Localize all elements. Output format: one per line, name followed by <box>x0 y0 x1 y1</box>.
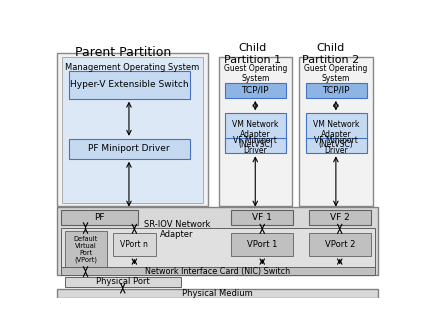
Text: VPort 2: VPort 2 <box>324 240 355 249</box>
Text: Management Operating System: Management Operating System <box>65 63 199 72</box>
Text: VF Miniport
Driver: VF Miniport Driver <box>314 136 358 155</box>
Text: Network Interface Card (NIC) Switch: Network Interface Card (NIC) Switch <box>145 267 290 276</box>
Text: PF: PF <box>94 213 105 222</box>
Text: VPort n: VPort n <box>120 240 148 249</box>
Bar <box>64 231 107 268</box>
Bar <box>225 138 286 153</box>
Text: Guest Operating
System: Guest Operating System <box>223 64 287 83</box>
Bar <box>306 138 367 153</box>
Text: Physical Medium: Physical Medium <box>182 289 253 298</box>
Bar <box>61 57 204 203</box>
Bar <box>306 113 367 148</box>
Text: VM Network
Adapter
(NetVSC): VM Network Adapter (NetVSC) <box>312 120 359 149</box>
Text: VF Miniport
Driver: VF Miniport Driver <box>233 136 277 155</box>
Text: PF Miniport Driver: PF Miniport Driver <box>88 144 170 153</box>
Bar <box>69 71 190 99</box>
Text: Physical Port: Physical Port <box>96 277 150 286</box>
Text: Child
Partition 2: Child Partition 2 <box>302 43 359 65</box>
Bar <box>231 210 293 225</box>
Bar <box>61 210 138 225</box>
Bar <box>225 82 286 98</box>
Text: SR-IOV Network
Adapter: SR-IOV Network Adapter <box>144 220 210 239</box>
Bar <box>299 57 373 206</box>
Bar <box>219 57 293 206</box>
Bar <box>309 233 371 256</box>
Bar <box>225 113 286 148</box>
Bar <box>61 267 375 275</box>
Text: VM Network
Adapter
(NetVSC): VM Network Adapter (NetVSC) <box>232 120 279 149</box>
Text: Hyper-V Extensible Switch: Hyper-V Extensible Switch <box>70 80 188 89</box>
Text: VF 1: VF 1 <box>252 213 272 222</box>
Text: Parent Partition: Parent Partition <box>75 46 171 59</box>
Text: TCP/IP: TCP/IP <box>242 86 269 95</box>
Text: VF 2: VF 2 <box>330 213 350 222</box>
Bar <box>61 228 375 271</box>
Text: TCP/IP: TCP/IP <box>322 86 350 95</box>
Bar <box>69 139 190 159</box>
Text: VPort 1: VPort 1 <box>247 240 277 249</box>
Bar <box>231 233 293 256</box>
Bar <box>309 210 371 225</box>
Bar <box>306 82 367 98</box>
Bar <box>57 207 378 275</box>
Text: Default
Virtual
Port
(VPort): Default Virtual Port (VPort) <box>73 236 98 263</box>
Text: Child
Partition 1: Child Partition 1 <box>224 43 282 65</box>
Bar <box>57 53 208 206</box>
Bar <box>64 277 181 287</box>
Bar <box>114 233 156 256</box>
Bar <box>57 289 378 298</box>
Text: Guest Operating
System: Guest Operating System <box>304 64 368 83</box>
